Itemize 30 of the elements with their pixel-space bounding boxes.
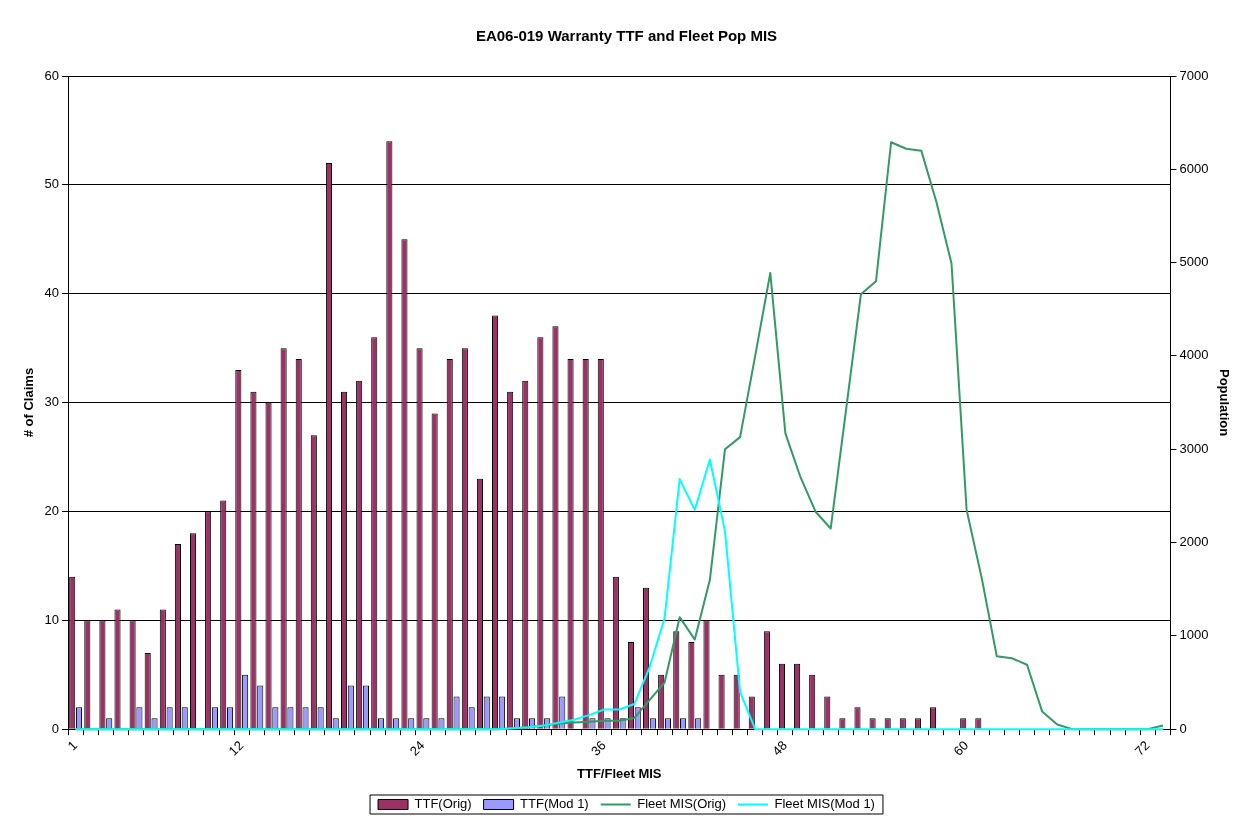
y-tick-label: 60 xyxy=(44,67,60,83)
y-tick-label: 20 xyxy=(44,503,60,519)
x-tick-label: 1 xyxy=(64,737,81,754)
x-tick-label: 24 xyxy=(406,737,428,759)
legend-label: TTF(Orig) xyxy=(414,796,472,812)
legend-label: Fleet MIS(Mod 1) xyxy=(774,796,875,812)
y-axis-title: # of Claims xyxy=(21,367,37,438)
y2-tick-label: 4000 xyxy=(1179,347,1209,363)
x-tick-label: 12 xyxy=(225,737,247,759)
x-axis-title: TTF/Fleet MIS xyxy=(577,765,662,781)
legend-label: Fleet MIS(Orig) xyxy=(637,796,727,812)
y2-tick-label: 6000 xyxy=(1179,160,1209,176)
y2-tick-label: 3000 xyxy=(1179,440,1209,456)
y-tick-label: 0 xyxy=(51,720,60,736)
chart-title: EA06-019 Warranty TTF and Fleet Pop MIS xyxy=(475,27,778,45)
legend-label: TTF(Mod 1) xyxy=(520,796,589,812)
x-tick-label: 36 xyxy=(587,737,609,759)
y-tick-label: 40 xyxy=(44,285,60,301)
x-tick-label: 72 xyxy=(1131,737,1153,759)
y2-tick-label: 0 xyxy=(1179,720,1187,736)
y2-axis-title: Population xyxy=(1216,368,1232,437)
y-tick-label: 10 xyxy=(44,611,60,627)
x-tick-label: 60 xyxy=(950,737,972,759)
x-tick-label: 48 xyxy=(769,737,791,759)
y2-tick-label: 5000 xyxy=(1179,254,1209,270)
y-tick-label: 30 xyxy=(44,394,60,410)
y2-tick-label: 1000 xyxy=(1179,627,1209,643)
y2-tick-label: 7000 xyxy=(1179,67,1209,83)
y2-tick-label: 2000 xyxy=(1179,534,1209,550)
y-tick-label: 50 xyxy=(44,176,60,192)
